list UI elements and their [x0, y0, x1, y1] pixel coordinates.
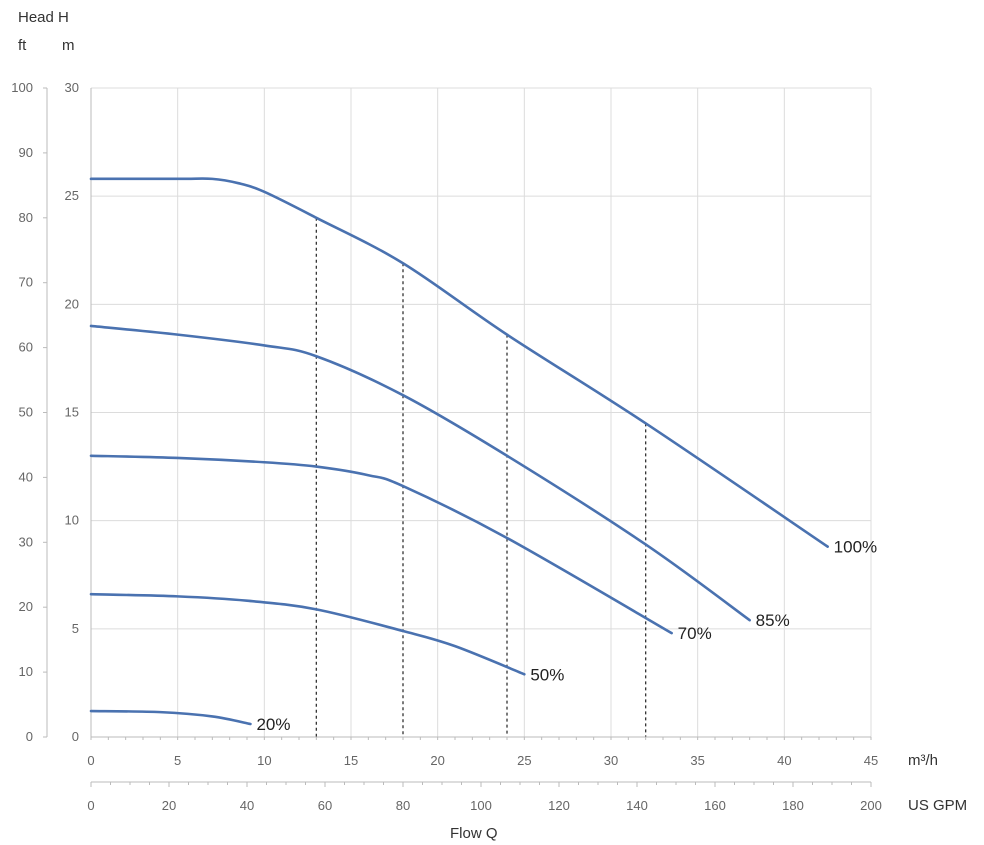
- gpm-tick-label: 180: [782, 798, 804, 813]
- m-tick-label: 0: [72, 729, 79, 744]
- series-label: 100%: [834, 538, 877, 557]
- ft-tick-label: 80: [19, 210, 33, 225]
- m3h-tick-label: 15: [344, 753, 358, 768]
- m3h-tick-label: 30: [604, 753, 618, 768]
- ft-tick-label: 90: [19, 145, 33, 160]
- gpm-tick-label: 80: [396, 798, 410, 813]
- gpm-tick-label: 100: [470, 798, 492, 813]
- m3h-tick-label: 45: [864, 753, 878, 768]
- gpm-tick-label: 60: [318, 798, 332, 813]
- m-tick-label: 30: [65, 80, 79, 95]
- series-label: 85%: [756, 611, 790, 630]
- m-tick-label: 25: [65, 188, 79, 203]
- reference-lines: [315, 217, 647, 737]
- m3h-tick-label: 25: [517, 753, 531, 768]
- m-tick-label: 10: [65, 513, 79, 528]
- m3h-tick-label: 0: [87, 753, 94, 768]
- grid: [90, 87, 872, 738]
- series-label: 50%: [530, 665, 564, 684]
- gpm-tick-label: 140: [626, 798, 648, 813]
- m-unit-label: m: [62, 37, 75, 54]
- gpm-tick-label: 0: [87, 798, 94, 813]
- head-title: Head H: [18, 9, 69, 26]
- series-line-20pct: [89, 709, 252, 726]
- series-line-50pct: [89, 592, 526, 676]
- m-tick-label: 15: [65, 405, 79, 420]
- ft-tick-label: 60: [19, 340, 33, 355]
- m3h-unit-label: m³/h: [908, 752, 938, 769]
- gpm-tick-label: 120: [548, 798, 570, 813]
- gpm-tick-label: 200: [860, 798, 882, 813]
- ft-tick-label: 70: [19, 275, 33, 290]
- ft-tick-label: 0: [26, 729, 33, 744]
- m3h-tick-label: 20: [430, 753, 444, 768]
- gpm-unit-label: US GPM: [908, 797, 967, 814]
- series-label: 20%: [256, 715, 290, 734]
- series-group: 100% 85% 70% 50% 20%: [89, 177, 877, 734]
- ft-tick-label: 50: [19, 405, 33, 420]
- m-tick-label: 5: [72, 621, 79, 636]
- series-line-85pct: [89, 324, 751, 622]
- m3h-tick-label: 5: [174, 753, 181, 768]
- ft-tick-label: 20: [19, 599, 33, 614]
- flow-title: Flow Q: [450, 825, 498, 842]
- series-line-70pct: [89, 454, 673, 635]
- axes: 0 5 10 15 20 25 30 0 10 20 30 40 50 60 70 80 90 100 0 5 10 15…: [11, 80, 882, 813]
- series-line-100pct: [89, 177, 829, 548]
- m3h-tick-label: 35: [690, 753, 704, 768]
- m-tick-label: 20: [65, 296, 79, 311]
- gpm-tick-label: 20: [162, 798, 176, 813]
- gpm-tick-label: 40: [240, 798, 254, 813]
- ft-tick-label: 40: [19, 469, 33, 484]
- ft-tick-label: 30: [19, 534, 33, 549]
- m3h-tick-label: 40: [777, 753, 791, 768]
- gpm-tick-label: 160: [704, 798, 726, 813]
- ft-unit-label: ft: [18, 37, 27, 54]
- ft-tick-label: 100: [11, 80, 33, 95]
- ft-tick-label: 10: [19, 664, 33, 679]
- series-label: 70%: [678, 624, 712, 643]
- m3h-tick-label: 10: [257, 753, 271, 768]
